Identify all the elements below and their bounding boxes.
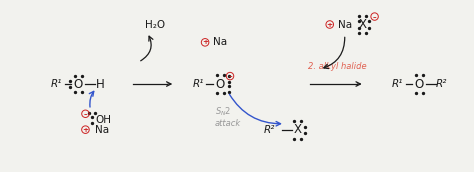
Text: Na: Na: [337, 19, 352, 30]
Text: O: O: [215, 78, 225, 90]
Text: –: –: [83, 111, 87, 117]
Text: X: X: [359, 18, 366, 31]
Text: 2. alkyl halide: 2. alkyl halide: [308, 62, 366, 71]
Text: attack: attack: [215, 119, 241, 128]
Text: O: O: [74, 78, 83, 90]
Text: –: –: [228, 73, 232, 79]
Text: Na: Na: [213, 37, 227, 47]
Text: R²: R²: [264, 125, 275, 135]
Text: –: –: [373, 14, 376, 20]
Text: H: H: [96, 78, 105, 90]
Text: +: +: [202, 39, 208, 45]
Text: R¹: R¹: [192, 79, 204, 89]
Text: OH: OH: [95, 115, 111, 125]
Text: R¹: R¹: [51, 79, 62, 89]
Text: R²: R²: [436, 79, 447, 89]
Text: H₂O: H₂O: [145, 19, 165, 30]
Text: O: O: [415, 78, 424, 90]
Text: +: +: [82, 127, 89, 133]
Text: X: X: [294, 123, 302, 136]
Text: +: +: [327, 22, 333, 28]
Text: R¹: R¹: [392, 79, 403, 89]
Text: Na: Na: [95, 125, 109, 135]
Text: $S_N2$: $S_N2$: [215, 106, 231, 118]
